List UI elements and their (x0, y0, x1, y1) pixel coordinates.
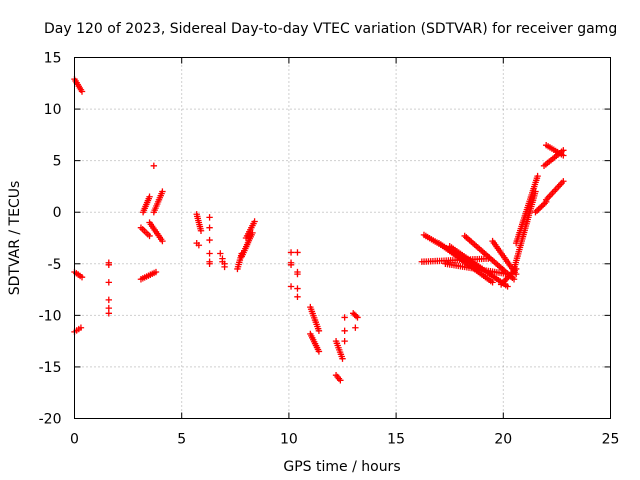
data-point (339, 355, 346, 362)
data-point (337, 377, 344, 384)
data-point (217, 250, 224, 257)
grid-lines (74, 57, 611, 419)
data-point (206, 250, 213, 257)
y-tick-label: 5 (53, 154, 62, 170)
data-point (195, 242, 203, 249)
data-point (315, 348, 323, 355)
data-point (532, 209, 539, 216)
y-tick-label: -10 (39, 308, 62, 324)
y-tick-labels: -20 -15 -10 -5 0 5 10 15 (39, 51, 62, 428)
data-point (536, 204, 544, 211)
axis-ticks (74, 57, 611, 419)
data-point (159, 237, 166, 245)
x-tick-label: 20 (494, 432, 512, 448)
chart-title: Day 120 of 2023, Sidereal Day-to-day VTE… (44, 21, 617, 37)
data-point (77, 324, 85, 331)
y-axis-label: SDTVAR / TECUs (7, 181, 23, 296)
data-point (315, 327, 323, 335)
data-point (150, 162, 158, 169)
data-point (504, 283, 511, 290)
data-point (197, 227, 205, 234)
data-point (105, 279, 113, 286)
data-point (105, 296, 113, 304)
data-point (206, 236, 213, 244)
y-tick-label: -15 (39, 360, 62, 376)
data-point (105, 310, 113, 317)
x-tick-label: 25 (602, 432, 620, 448)
data-point (287, 283, 295, 290)
data-point (206, 214, 213, 221)
data-points (71, 75, 567, 384)
data-point (535, 206, 542, 213)
data-point (287, 261, 295, 269)
x-tick-label: 0 (70, 432, 79, 448)
y-tick-label: 15 (44, 51, 62, 67)
x-tick-labels: 0 5 10 15 20 25 (70, 432, 619, 448)
data-point (294, 249, 301, 256)
x-tick-label: 10 (280, 432, 298, 448)
data-point (146, 232, 153, 240)
data-point (294, 293, 301, 300)
data-point (152, 268, 160, 276)
data-point (206, 224, 213, 231)
data-point (78, 273, 86, 281)
y-tick-label: -20 (39, 412, 62, 428)
data-point (159, 188, 166, 195)
data-point (341, 337, 348, 345)
data-point (352, 312, 360, 320)
data-point (78, 88, 86, 95)
data-point (294, 285, 301, 292)
data-point (539, 201, 547, 209)
data-point (341, 327, 348, 335)
data-point (341, 314, 348, 321)
y-tick-label: -5 (48, 257, 62, 273)
x-tick-label: 5 (177, 432, 186, 448)
plot-frame (74, 57, 611, 419)
x-tick-label: 15 (387, 432, 405, 448)
data-point (146, 193, 153, 200)
data-point (354, 314, 361, 321)
data-point (294, 270, 301, 278)
data-point (489, 279, 496, 286)
data-point (287, 249, 295, 256)
data-point (538, 203, 545, 210)
data-point (541, 200, 548, 207)
data-point (560, 147, 567, 154)
data-point (352, 324, 359, 331)
data-point (560, 178, 567, 185)
y-tick-label: 0 (53, 205, 62, 221)
y-tick-label: 10 (44, 102, 62, 118)
data-point (206, 260, 213, 267)
data-point (251, 218, 258, 225)
x-axis-label: GPS time / hours (283, 459, 400, 475)
data-point (533, 207, 541, 214)
data-point (510, 276, 518, 283)
data-point (221, 263, 228, 271)
data-point (105, 261, 113, 269)
data-point (534, 172, 541, 180)
